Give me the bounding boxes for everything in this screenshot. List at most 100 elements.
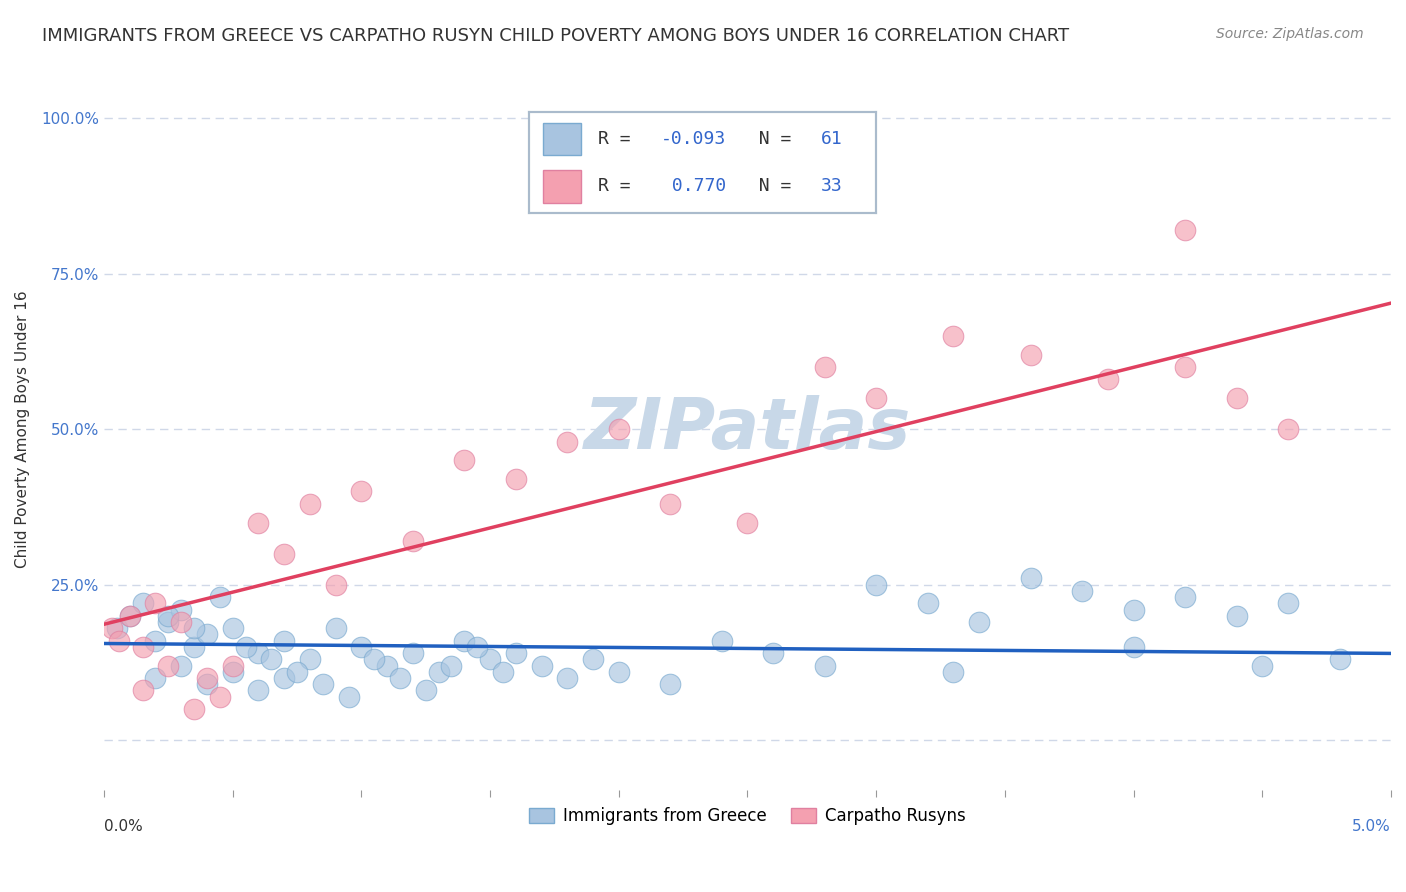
Point bbox=[312, 677, 335, 691]
Point bbox=[607, 422, 630, 436]
Point bbox=[273, 671, 295, 685]
Point bbox=[453, 453, 475, 467]
Point bbox=[325, 621, 347, 635]
Point bbox=[607, 665, 630, 679]
Point bbox=[1277, 596, 1299, 610]
Point bbox=[195, 671, 218, 685]
Point bbox=[170, 602, 193, 616]
Point bbox=[131, 683, 153, 698]
Point bbox=[375, 658, 398, 673]
Point bbox=[108, 633, 131, 648]
Point bbox=[865, 577, 887, 591]
Point bbox=[221, 658, 243, 673]
Point bbox=[363, 652, 385, 666]
Text: Source: ZipAtlas.com: Source: ZipAtlas.com bbox=[1216, 27, 1364, 41]
Point bbox=[183, 702, 205, 716]
Point bbox=[145, 633, 167, 648]
Point bbox=[1122, 602, 1144, 616]
Point bbox=[221, 621, 243, 635]
Point bbox=[942, 665, 965, 679]
Point bbox=[505, 646, 527, 660]
Point bbox=[157, 615, 180, 629]
Point bbox=[1225, 391, 1247, 405]
Point bbox=[737, 516, 759, 530]
Point bbox=[145, 596, 167, 610]
Point bbox=[285, 665, 308, 679]
Point bbox=[170, 658, 193, 673]
Point bbox=[710, 633, 733, 648]
Point bbox=[865, 391, 887, 405]
Point bbox=[1097, 372, 1119, 386]
Point bbox=[298, 497, 321, 511]
Point bbox=[1225, 608, 1247, 623]
Point bbox=[1174, 590, 1197, 604]
Point bbox=[555, 434, 578, 449]
Point bbox=[1071, 583, 1094, 598]
Point bbox=[131, 640, 153, 654]
Point bbox=[170, 615, 193, 629]
Point bbox=[388, 671, 411, 685]
Point bbox=[350, 484, 373, 499]
Point bbox=[145, 671, 167, 685]
Point bbox=[195, 627, 218, 641]
Point bbox=[337, 690, 360, 704]
Point bbox=[402, 534, 425, 549]
Point bbox=[325, 577, 347, 591]
Point bbox=[402, 646, 425, 660]
Point bbox=[1277, 422, 1299, 436]
Point bbox=[235, 640, 257, 654]
Point bbox=[1122, 640, 1144, 654]
Point bbox=[1174, 223, 1197, 237]
Point bbox=[1329, 652, 1351, 666]
Point bbox=[208, 690, 231, 704]
Point bbox=[555, 671, 578, 685]
Point bbox=[814, 359, 837, 374]
Point bbox=[465, 640, 488, 654]
Point bbox=[247, 646, 270, 660]
Point bbox=[582, 652, 605, 666]
Point bbox=[195, 677, 218, 691]
Y-axis label: Child Poverty Among Boys Under 16: Child Poverty Among Boys Under 16 bbox=[15, 291, 30, 568]
Point bbox=[659, 677, 682, 691]
Point bbox=[157, 658, 180, 673]
Point bbox=[221, 665, 243, 679]
Text: 0.0%: 0.0% bbox=[104, 819, 143, 834]
Point bbox=[208, 590, 231, 604]
Point bbox=[942, 329, 965, 343]
Point bbox=[105, 621, 128, 635]
Point bbox=[453, 633, 475, 648]
Point bbox=[183, 621, 205, 635]
Point bbox=[1251, 658, 1274, 673]
Point bbox=[814, 658, 837, 673]
Point bbox=[118, 608, 141, 623]
Point bbox=[100, 621, 122, 635]
Point bbox=[260, 652, 283, 666]
Point bbox=[1019, 348, 1042, 362]
Point bbox=[273, 633, 295, 648]
Point bbox=[967, 615, 990, 629]
Point bbox=[427, 665, 450, 679]
Point bbox=[917, 596, 939, 610]
Point bbox=[415, 683, 437, 698]
Point bbox=[530, 658, 553, 673]
Point bbox=[118, 608, 141, 623]
Point bbox=[440, 658, 463, 673]
Point bbox=[350, 640, 373, 654]
Text: IMMIGRANTS FROM GREECE VS CARPATHO RUSYN CHILD POVERTY AMONG BOYS UNDER 16 CORRE: IMMIGRANTS FROM GREECE VS CARPATHO RUSYN… bbox=[42, 27, 1070, 45]
Point bbox=[1019, 572, 1042, 586]
Point bbox=[505, 472, 527, 486]
Point bbox=[1174, 359, 1197, 374]
Legend: Immigrants from Greece, Carpatho Rusyns: Immigrants from Greece, Carpatho Rusyns bbox=[523, 801, 972, 832]
Point bbox=[492, 665, 515, 679]
Point bbox=[247, 516, 270, 530]
Point bbox=[298, 652, 321, 666]
Point bbox=[659, 497, 682, 511]
Point bbox=[157, 608, 180, 623]
Point bbox=[183, 640, 205, 654]
Point bbox=[479, 652, 502, 666]
Text: ZIPatlas: ZIPatlas bbox=[583, 395, 911, 464]
Point bbox=[131, 596, 153, 610]
Point bbox=[762, 646, 785, 660]
Point bbox=[273, 547, 295, 561]
Text: 5.0%: 5.0% bbox=[1353, 819, 1391, 834]
